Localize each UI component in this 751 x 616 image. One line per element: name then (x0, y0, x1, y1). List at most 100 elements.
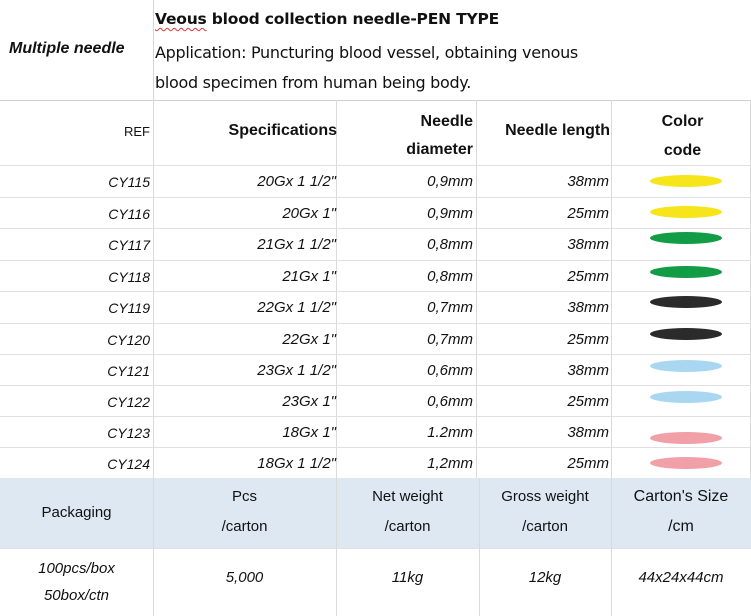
grid-line (476, 100, 477, 478)
pcs-header-line-2: /carton (221, 518, 268, 535)
length-cell: 38mm (567, 424, 609, 441)
diameter-header-line-1: Needle (420, 113, 473, 130)
packaging-pcs-value: 5,000 (225, 569, 264, 586)
spec-cell: 18Gx 1 1/2" (257, 455, 336, 472)
spec-cell: 20Gx 1" (282, 205, 336, 222)
packaging-divider (0, 548, 751, 549)
grid-line (336, 100, 337, 478)
length-cell: 38mm (567, 362, 609, 379)
table-row: CY117 21Gx 1 1/2" 0,8mm 38mm (0, 229, 751, 260)
table-row: CY124 18Gx 1 1/2" 1,2mm 25mm (0, 448, 751, 479)
grid-line (153, 478, 154, 616)
box-value-line-1: 100pcs/box (38, 560, 115, 577)
ref-cell: CY124 (107, 456, 150, 472)
spec-cell: 21Gx 1 1/2" (257, 236, 336, 253)
color-header-line-1: Color (661, 113, 704, 130)
grid-line (611, 478, 612, 616)
net-header-line-1: Net weight (372, 488, 443, 505)
ref-cell: CY123 (107, 425, 150, 441)
ref-cell: CY121 (107, 363, 150, 379)
color-swatch (650, 206, 722, 218)
packaging-header-band (0, 478, 751, 548)
color-swatch (650, 328, 722, 340)
row-divider (0, 323, 751, 324)
table-row: CY120 22Gx 1" 0,7mm 25mm (0, 324, 751, 355)
color-swatch (650, 266, 722, 278)
diameter-cell: 0,8mm (427, 236, 473, 253)
row-divider (0, 228, 751, 229)
spec-cell: 22Gx 1" (282, 331, 336, 348)
product-group-label: Multiple needle (9, 40, 125, 57)
length-cell: 25mm (567, 455, 609, 472)
product-group-cell: Multiple needle (0, 0, 154, 100)
ref-cell: CY118 (108, 269, 150, 285)
color-swatch (650, 391, 722, 403)
ref-cell: CY115 (108, 174, 150, 190)
ref-cell: CY120 (107, 332, 150, 348)
grid-line (336, 478, 337, 616)
packaging-label: Packaging (41, 504, 112, 521)
packaging-net-weight-header: Net weight /carton (336, 482, 479, 542)
length-cell: 25mm (567, 393, 609, 410)
color-swatch (650, 457, 722, 469)
ref-cell: CY117 (108, 237, 150, 253)
row-divider (0, 385, 751, 386)
ref-cell: CY122 (107, 394, 150, 410)
color-swatch (650, 175, 722, 187)
table-row: CY115 20Gx 1 1/2" 0,9mm 38mm (0, 166, 751, 197)
size-header-line-1: Carton's Size (633, 488, 729, 505)
gross-header-line-1: Gross weight (501, 488, 589, 505)
row-divider (0, 416, 751, 417)
table-row: CY116 20Gx 1" 0,9mm 25mm (0, 198, 751, 229)
packaging-pcs-header: Pcs /carton (153, 482, 336, 542)
application-line-2: blood specimen from human being body. (155, 73, 471, 92)
table-row: CY122 23Gx 1" 0,6mm 25mm (0, 386, 751, 417)
row-divider (0, 354, 751, 355)
diameter-cell: 0,7mm (427, 331, 473, 348)
spec-cell: 23Gx 1" (282, 393, 336, 410)
color-swatch (650, 232, 722, 244)
ref-cell: CY119 (108, 300, 150, 316)
grid-line (611, 100, 612, 478)
table-row: CY118 21Gx 1" 0,8mm 25mm (0, 261, 751, 292)
diameter-cell: 0,6mm (427, 393, 473, 410)
diameter-cell: 0,9mm (427, 173, 473, 190)
row-divider (0, 447, 751, 448)
header-block: Multiple needle Veous blood collection n… (0, 0, 751, 101)
column-header-ref: REF (124, 124, 150, 139)
table-row: CY121 23Gx 1 1/2" 0,6mm 38mm (0, 355, 751, 386)
box-value-line-2: 50box/ctn (43, 587, 110, 604)
diameter-cell: 0,7mm (427, 299, 473, 316)
diameter-cell: 1.2mm (427, 424, 473, 441)
spec-cell: 18Gx 1" (282, 424, 336, 441)
spec-cell: 20Gx 1 1/2" (257, 173, 336, 190)
row-divider (0, 291, 751, 292)
length-cell: 38mm (567, 236, 609, 253)
length-cell: 38mm (567, 299, 609, 316)
application-text: Application: Puncturing blood vessel, ob… (155, 38, 625, 98)
table-row: CY123 18Gx 1" 1.2mm 38mm (0, 417, 751, 448)
packaging-gross-weight-header: Gross weight /carton (479, 482, 611, 542)
color-swatch (650, 432, 722, 444)
row-divider (0, 197, 751, 198)
net-header-line-2: /carton (384, 518, 431, 535)
size-header-line-2: /cm (668, 518, 694, 535)
gross-header-line-2: /carton (522, 518, 568, 535)
length-cell: 25mm (567, 331, 609, 348)
title-first-word: Veous (155, 10, 207, 28)
grid-line (479, 478, 480, 616)
color-swatch (650, 360, 722, 372)
packaging-carton-size-header: Carton's Size /cm (611, 482, 751, 542)
column-header-color: Color code (614, 107, 751, 165)
packaging-gross-weight-value: 12kg (528, 569, 562, 586)
pcs-header-line-1: Pcs (231, 488, 257, 505)
diameter-cell: 0,9mm (427, 205, 473, 222)
column-header-length: Needle length (505, 122, 610, 139)
spec-cell: 23Gx 1 1/2" (257, 362, 336, 379)
application-line-1: Application: Puncturing blood vessel, ob… (155, 43, 578, 62)
length-cell: 25mm (567, 205, 609, 222)
spec-cell: 21Gx 1" (282, 268, 336, 285)
packaging-carton-size-value: 44x24x44cm (638, 569, 724, 586)
diameter-cell: 0,6mm (427, 362, 473, 379)
diameter-header-line-2: diameter (406, 141, 473, 158)
